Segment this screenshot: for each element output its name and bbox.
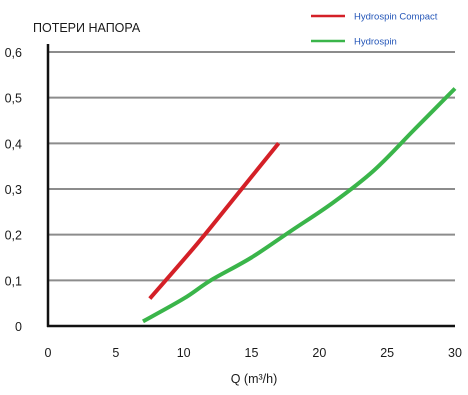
y-tick-label: 0: [15, 320, 22, 334]
y-tick-label: 0,5: [5, 92, 22, 106]
y-tick-label: 0,2: [5, 229, 22, 243]
grid-lines: [48, 51, 455, 282]
axes: [46, 44, 455, 328]
x-tick-label: 25: [380, 346, 394, 360]
x-tick-label: 5: [112, 346, 119, 360]
y-tick-label: 0,3: [5, 183, 22, 197]
series-line-hydrospin-compact: [148, 142, 281, 300]
x-tick-label: 0: [45, 346, 52, 360]
legend-label: Hydrospin: [354, 37, 397, 48]
legend: Hydrospin Compact Hydrospin: [311, 12, 438, 48]
x-tick-label: 20: [312, 346, 326, 360]
x-tick-label: 30: [448, 346, 462, 360]
tick-labels: 0 0,1 0,2 0,3 0,4 0,5 0,6 0 5 10 15 20 25 30: [5, 46, 462, 360]
x-tick-label: 15: [245, 346, 259, 360]
series-line-hydrospin: [142, 87, 457, 324]
legend-label: Hydrospin Compact: [354, 12, 438, 23]
x-axis-title: Q (m³/h): [231, 372, 278, 386]
y-axis-title: ПОТЕРИ НАПОРА: [33, 21, 141, 35]
series-lines: [142, 87, 457, 324]
y-tick-label: 0,6: [5, 46, 22, 60]
x-tick-label: 10: [177, 346, 191, 360]
y-tick-label: 0,4: [5, 137, 22, 151]
y-tick-label: 0,1: [5, 274, 22, 288]
